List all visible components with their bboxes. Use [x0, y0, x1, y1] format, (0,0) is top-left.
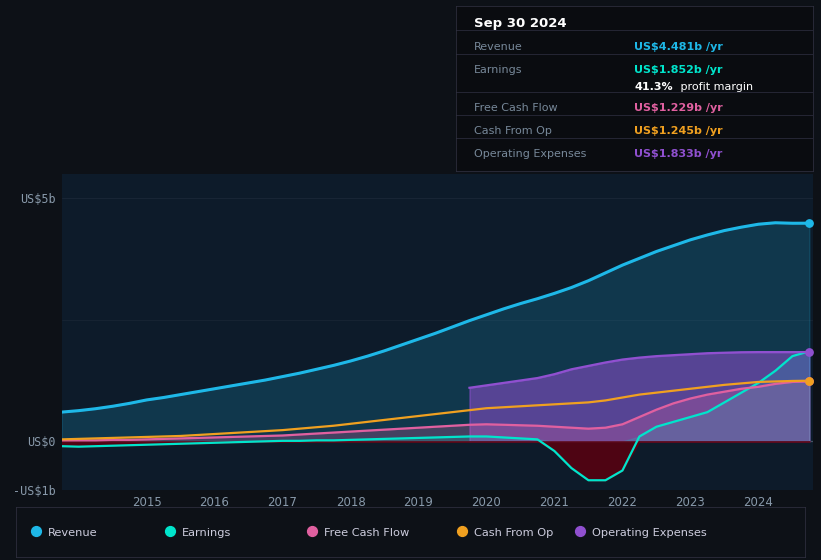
Text: Sep 30 2024: Sep 30 2024	[474, 17, 566, 30]
Point	[455, 526, 468, 535]
Text: Earnings: Earnings	[474, 65, 522, 75]
Point	[30, 526, 43, 535]
Text: profit margin: profit margin	[677, 82, 753, 92]
Point	[573, 526, 586, 535]
Text: Operating Expenses: Operating Expenses	[592, 528, 707, 538]
Text: US$1.852b /yr: US$1.852b /yr	[635, 65, 722, 75]
Text: US$1.229b /yr: US$1.229b /yr	[635, 103, 723, 113]
Text: US$1.245b /yr: US$1.245b /yr	[635, 126, 722, 136]
Point	[163, 526, 177, 535]
Text: US$1.833b /yr: US$1.833b /yr	[635, 150, 722, 160]
Text: 41.3%: 41.3%	[635, 82, 673, 92]
Text: Revenue: Revenue	[474, 42, 522, 52]
Text: Free Cash Flow: Free Cash Flow	[323, 528, 409, 538]
Text: Cash From Op: Cash From Op	[474, 126, 552, 136]
Point	[803, 376, 816, 385]
Point	[803, 348, 816, 357]
Text: Revenue: Revenue	[48, 528, 98, 538]
Text: Cash From Op: Cash From Op	[474, 528, 553, 538]
Text: Operating Expenses: Operating Expenses	[474, 150, 586, 160]
Point	[803, 219, 816, 228]
Text: Earnings: Earnings	[182, 528, 232, 538]
Point	[803, 377, 816, 386]
Text: US$4.481b /yr: US$4.481b /yr	[635, 42, 723, 52]
Text: Free Cash Flow: Free Cash Flow	[474, 103, 557, 113]
Point	[305, 526, 319, 535]
